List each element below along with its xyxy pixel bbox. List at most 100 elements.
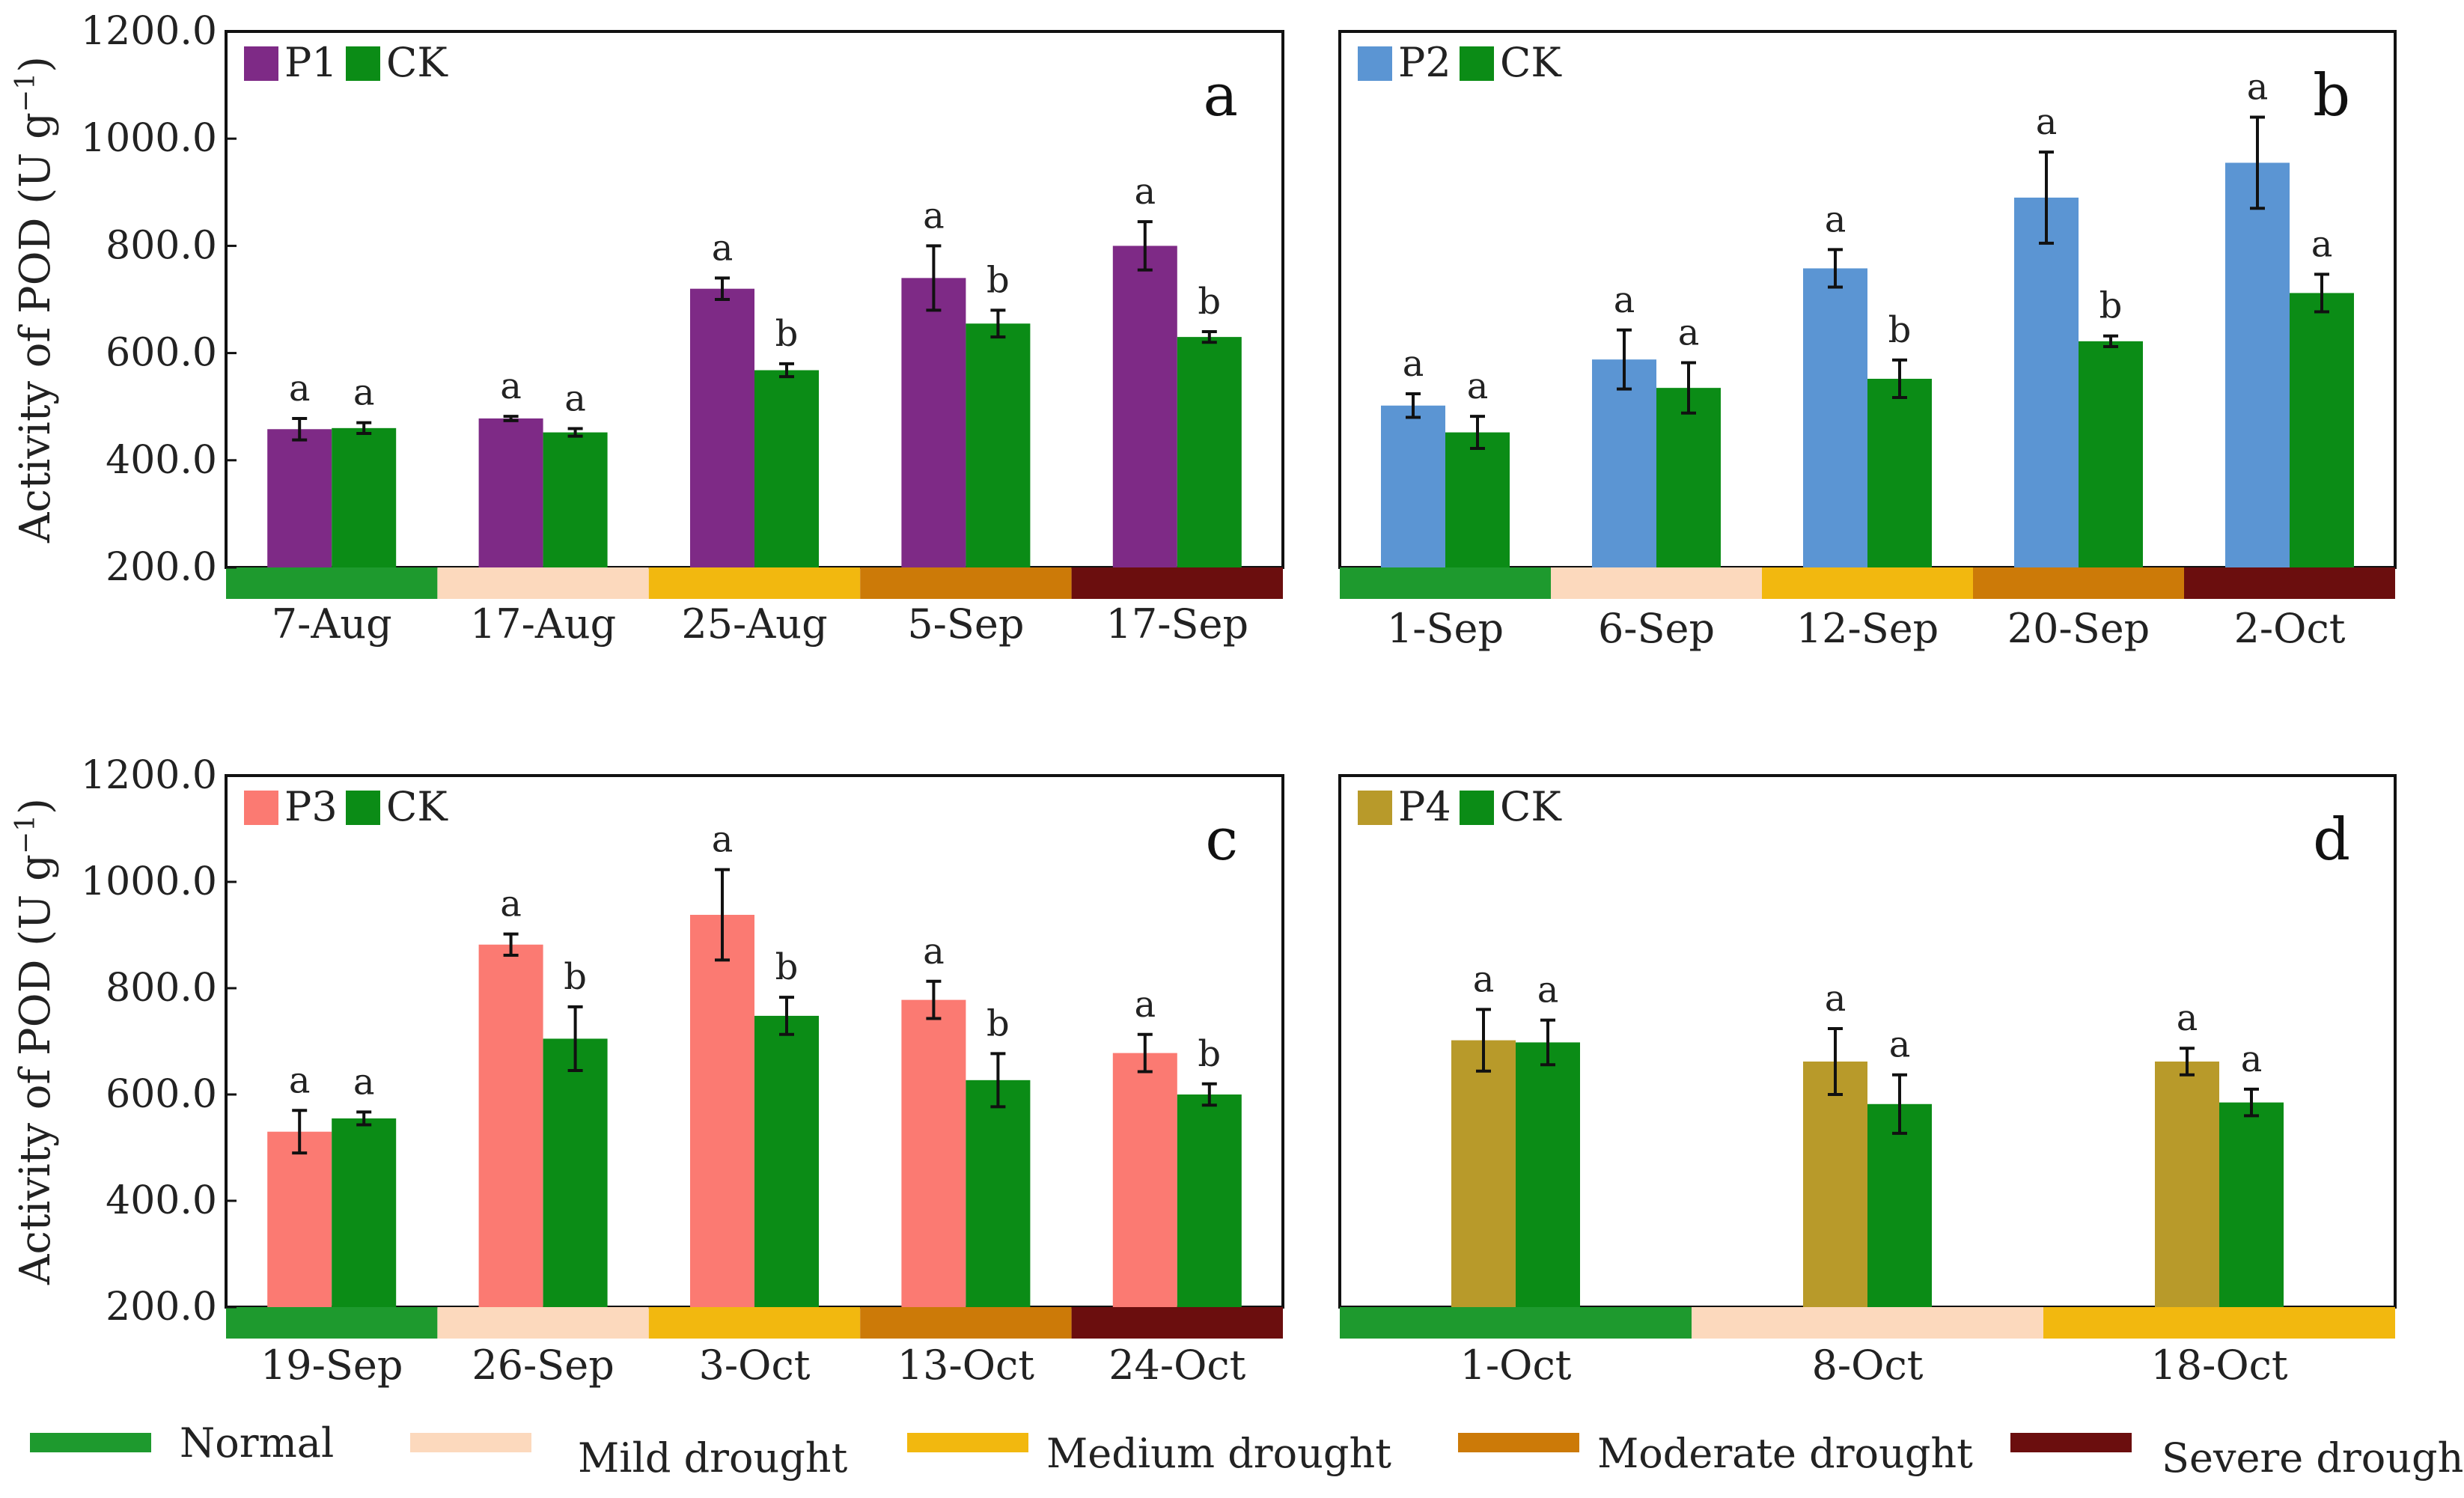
significance-letter: a bbox=[564, 378, 586, 420]
y-tick-label: 800.0 bbox=[106, 223, 217, 268]
y-tick-label: 600.0 bbox=[106, 331, 217, 376]
significance-letter: a bbox=[1403, 343, 1424, 385]
bar-P1-5-Sep bbox=[901, 278, 966, 567]
drought-legend-label: Mild drought bbox=[578, 1434, 848, 1482]
drought-legend-swatch bbox=[907, 1433, 1028, 1452]
bar-P2-12-Sep bbox=[1803, 268, 1867, 567]
drought-legend-swatch bbox=[30, 1433, 151, 1452]
drought-band-6-Sep bbox=[1551, 567, 1762, 599]
category-label: 1-Sep bbox=[1387, 605, 1504, 652]
significance-letter: a bbox=[2311, 223, 2333, 265]
significance-letter: a bbox=[2247, 67, 2269, 109]
category-label: 13-Oct bbox=[897, 1342, 1034, 1389]
significance-letter: a bbox=[353, 1061, 375, 1103]
legend-swatch-P4 bbox=[1358, 791, 1392, 825]
bar-CK-8-Oct bbox=[1867, 1103, 1932, 1307]
bar-P3-24-Oct bbox=[1112, 1053, 1177, 1307]
bar-CK-6-Sep bbox=[1656, 388, 1721, 567]
category-label: 2-Oct bbox=[2234, 605, 2346, 652]
category-label: 19-Sep bbox=[260, 1342, 403, 1389]
category-label: 12-Sep bbox=[1796, 605, 1939, 652]
y-axis-label: Activity of POD (U g−1) bbox=[10, 56, 60, 544]
legend-label-P4: P4 bbox=[1398, 783, 1451, 830]
legend-label-CK: CK bbox=[1500, 783, 1562, 830]
bar-CK-24-Oct bbox=[1177, 1094, 1242, 1307]
bar-CK-13-Oct bbox=[966, 1080, 1031, 1307]
bar-P3-26-Sep bbox=[478, 944, 543, 1307]
panel-a: 200.0 400.0 600.0 800.0 1000.0 1200.0 Activity… bbox=[10, 9, 1284, 648]
drought-band-5-Sep bbox=[860, 567, 1072, 599]
drought-legend-label: Severe drought bbox=[2162, 1434, 2464, 1482]
drought-band-26-Sep bbox=[437, 1307, 649, 1339]
significance-letter: a bbox=[289, 368, 311, 409]
significance-letter: b bbox=[1198, 1033, 1221, 1075]
bar-P2-1-Sep bbox=[1381, 405, 1445, 567]
significance-letter: a bbox=[1134, 984, 1156, 1026]
drought-band-3-Oct bbox=[648, 1307, 861, 1339]
bar-CK-20-Sep bbox=[2079, 341, 2143, 567]
significance-letter: a bbox=[500, 883, 522, 925]
drought-band-1-Sep bbox=[1340, 567, 1551, 599]
drought-band-20-Sep bbox=[1973, 567, 2184, 599]
category-label: 6-Sep bbox=[1598, 605, 1715, 652]
drought-legend-label: Medium drought bbox=[1046, 1430, 1391, 1477]
bar-P2-20-Sep bbox=[2014, 197, 2079, 567]
drought-band-18-Oct bbox=[2043, 1307, 2395, 1339]
bar-CK-3-Oct bbox=[754, 1015, 819, 1307]
bar-CK-7-Aug bbox=[332, 427, 397, 567]
drought-legend-swatch bbox=[410, 1433, 531, 1452]
category-label: 26-Sep bbox=[472, 1342, 614, 1389]
significance-letter: a bbox=[2241, 1038, 2263, 1080]
drought-band-8-Oct bbox=[1692, 1307, 2043, 1339]
y-tick-label: 800.0 bbox=[106, 966, 217, 1011]
y-tick-label: 400.0 bbox=[106, 1178, 217, 1223]
drought-band-17-Sep bbox=[1071, 567, 1283, 599]
legend-swatch-CK bbox=[346, 46, 380, 81]
y-tick-label: 200.0 bbox=[106, 1285, 217, 1330]
panel-b: a a 1-Sep a a 6-Sep a b 12-Sep a b 20-Sep a a 2-Oct b P2… bbox=[1338, 30, 2397, 652]
category-label: 17-Sep bbox=[1106, 600, 1248, 648]
legend-swatch-CK bbox=[346, 791, 380, 825]
significance-letter: a bbox=[1467, 365, 1489, 407]
category-label: 8-Oct bbox=[1812, 1342, 1924, 1389]
drought-band-7-Aug bbox=[226, 567, 438, 599]
significance-letter: a bbox=[1537, 969, 1559, 1011]
significance-letter: a bbox=[1889, 1024, 1911, 1066]
drought-legend-label: Moderate drought bbox=[1597, 1430, 1973, 1477]
significance-letter: a bbox=[1473, 958, 1495, 1000]
bar-P3-3-Oct bbox=[690, 915, 754, 1307]
significance-letter: a bbox=[1614, 279, 1635, 321]
bar-P1-17-Aug bbox=[478, 418, 543, 567]
significance-letter: a bbox=[1825, 978, 1847, 1020]
bar-P1-7-Aug bbox=[267, 429, 332, 567]
bar-P4-8-Oct bbox=[1803, 1061, 1867, 1307]
bar-P3-19-Sep bbox=[267, 1131, 332, 1307]
panel-letter: c bbox=[1205, 806, 1238, 874]
y-axis-label: Activity of POD (U g−1) bbox=[10, 798, 60, 1285]
category-label: 1-Oct bbox=[1460, 1342, 1572, 1389]
bar-CK-17-Aug bbox=[543, 432, 608, 567]
significance-letter: a bbox=[923, 195, 945, 237]
significance-letter: a bbox=[712, 227, 734, 269]
legend-label-P1: P1 bbox=[284, 39, 338, 86]
bar-CK-17-Sep bbox=[1177, 337, 1242, 567]
drought-legend-swatch bbox=[2010, 1433, 2132, 1452]
significance-letter: b bbox=[1198, 281, 1221, 323]
legend-swatch-P2 bbox=[1358, 46, 1392, 81]
panel-letter: b bbox=[2313, 62, 2350, 130]
bar-P1-25-Aug bbox=[690, 288, 754, 567]
bar-P4-18-Oct bbox=[2155, 1061, 2219, 1307]
legend-swatch-CK bbox=[1460, 791, 1494, 825]
significance-letter: b bbox=[986, 1002, 1010, 1044]
drought-band-13-Oct bbox=[860, 1307, 1072, 1339]
significance-letter: a bbox=[353, 372, 375, 414]
bar-CK-2-Oct bbox=[2290, 293, 2354, 567]
significance-letter: b bbox=[564, 956, 587, 998]
bar-CK-5-Sep bbox=[966, 323, 1031, 567]
significance-letter: a bbox=[500, 365, 522, 407]
significance-letter: a bbox=[1825, 198, 1847, 240]
y-tick-label: 600.0 bbox=[106, 1072, 217, 1117]
legend-label-CK: CK bbox=[1500, 39, 1562, 86]
legend-label-CK: CK bbox=[386, 783, 448, 830]
